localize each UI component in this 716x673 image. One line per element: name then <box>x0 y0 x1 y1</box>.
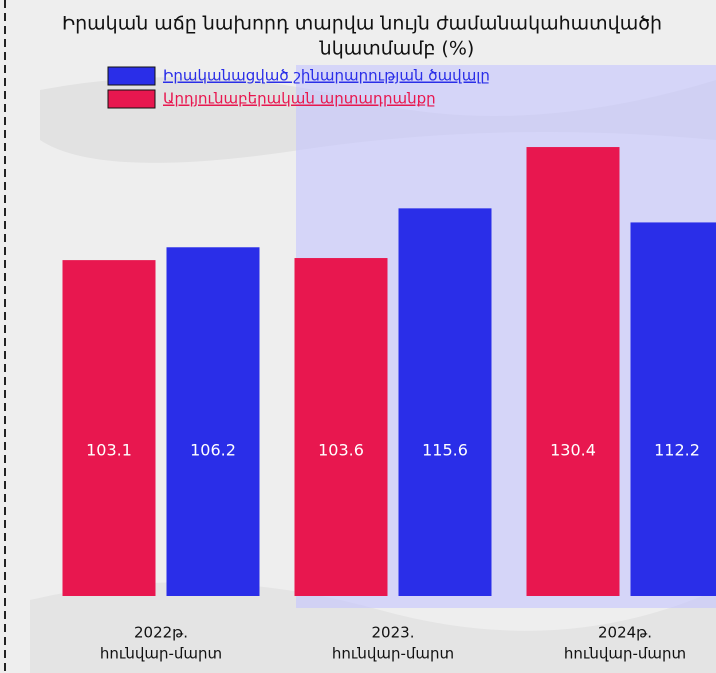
legend-swatch <box>107 66 156 86</box>
legend-label: Արդյունաբերական արտադրանքը <box>163 90 436 108</box>
data-label: 115.6 <box>422 441 468 460</box>
bar <box>166 247 260 596</box>
chart-title: Իրական աճը նախորդ տարվա նույն ժամանակահա… <box>62 13 662 35</box>
x-tick-label: հունվար-մարտ <box>564 645 686 663</box>
texture <box>30 582 716 673</box>
data-label: 103.1 <box>86 441 132 460</box>
chart-title: նկատմամբ (%) <box>319 38 475 60</box>
x-tick-label: 2023. <box>372 624 415 642</box>
data-label: 112.2 <box>654 441 700 460</box>
data-label: 106.2 <box>190 441 236 460</box>
bar <box>62 260 156 596</box>
bar <box>630 222 716 596</box>
data-label: 130.4 <box>550 441 596 460</box>
x-tick-label: 2022թ. <box>134 624 188 642</box>
legend-swatch <box>107 89 156 109</box>
legend-label: Իրականացված շինարարության ծավալը <box>163 67 490 85</box>
x-tick-label: հունվար-մարտ <box>100 645 222 663</box>
x-tick-label: հունվար-մարտ <box>332 645 454 663</box>
bar <box>294 258 388 596</box>
x-tick-label: 2024թ. <box>598 624 652 642</box>
data-label: 103.6 <box>318 441 364 460</box>
bar <box>398 208 492 596</box>
bar <box>526 147 620 596</box>
